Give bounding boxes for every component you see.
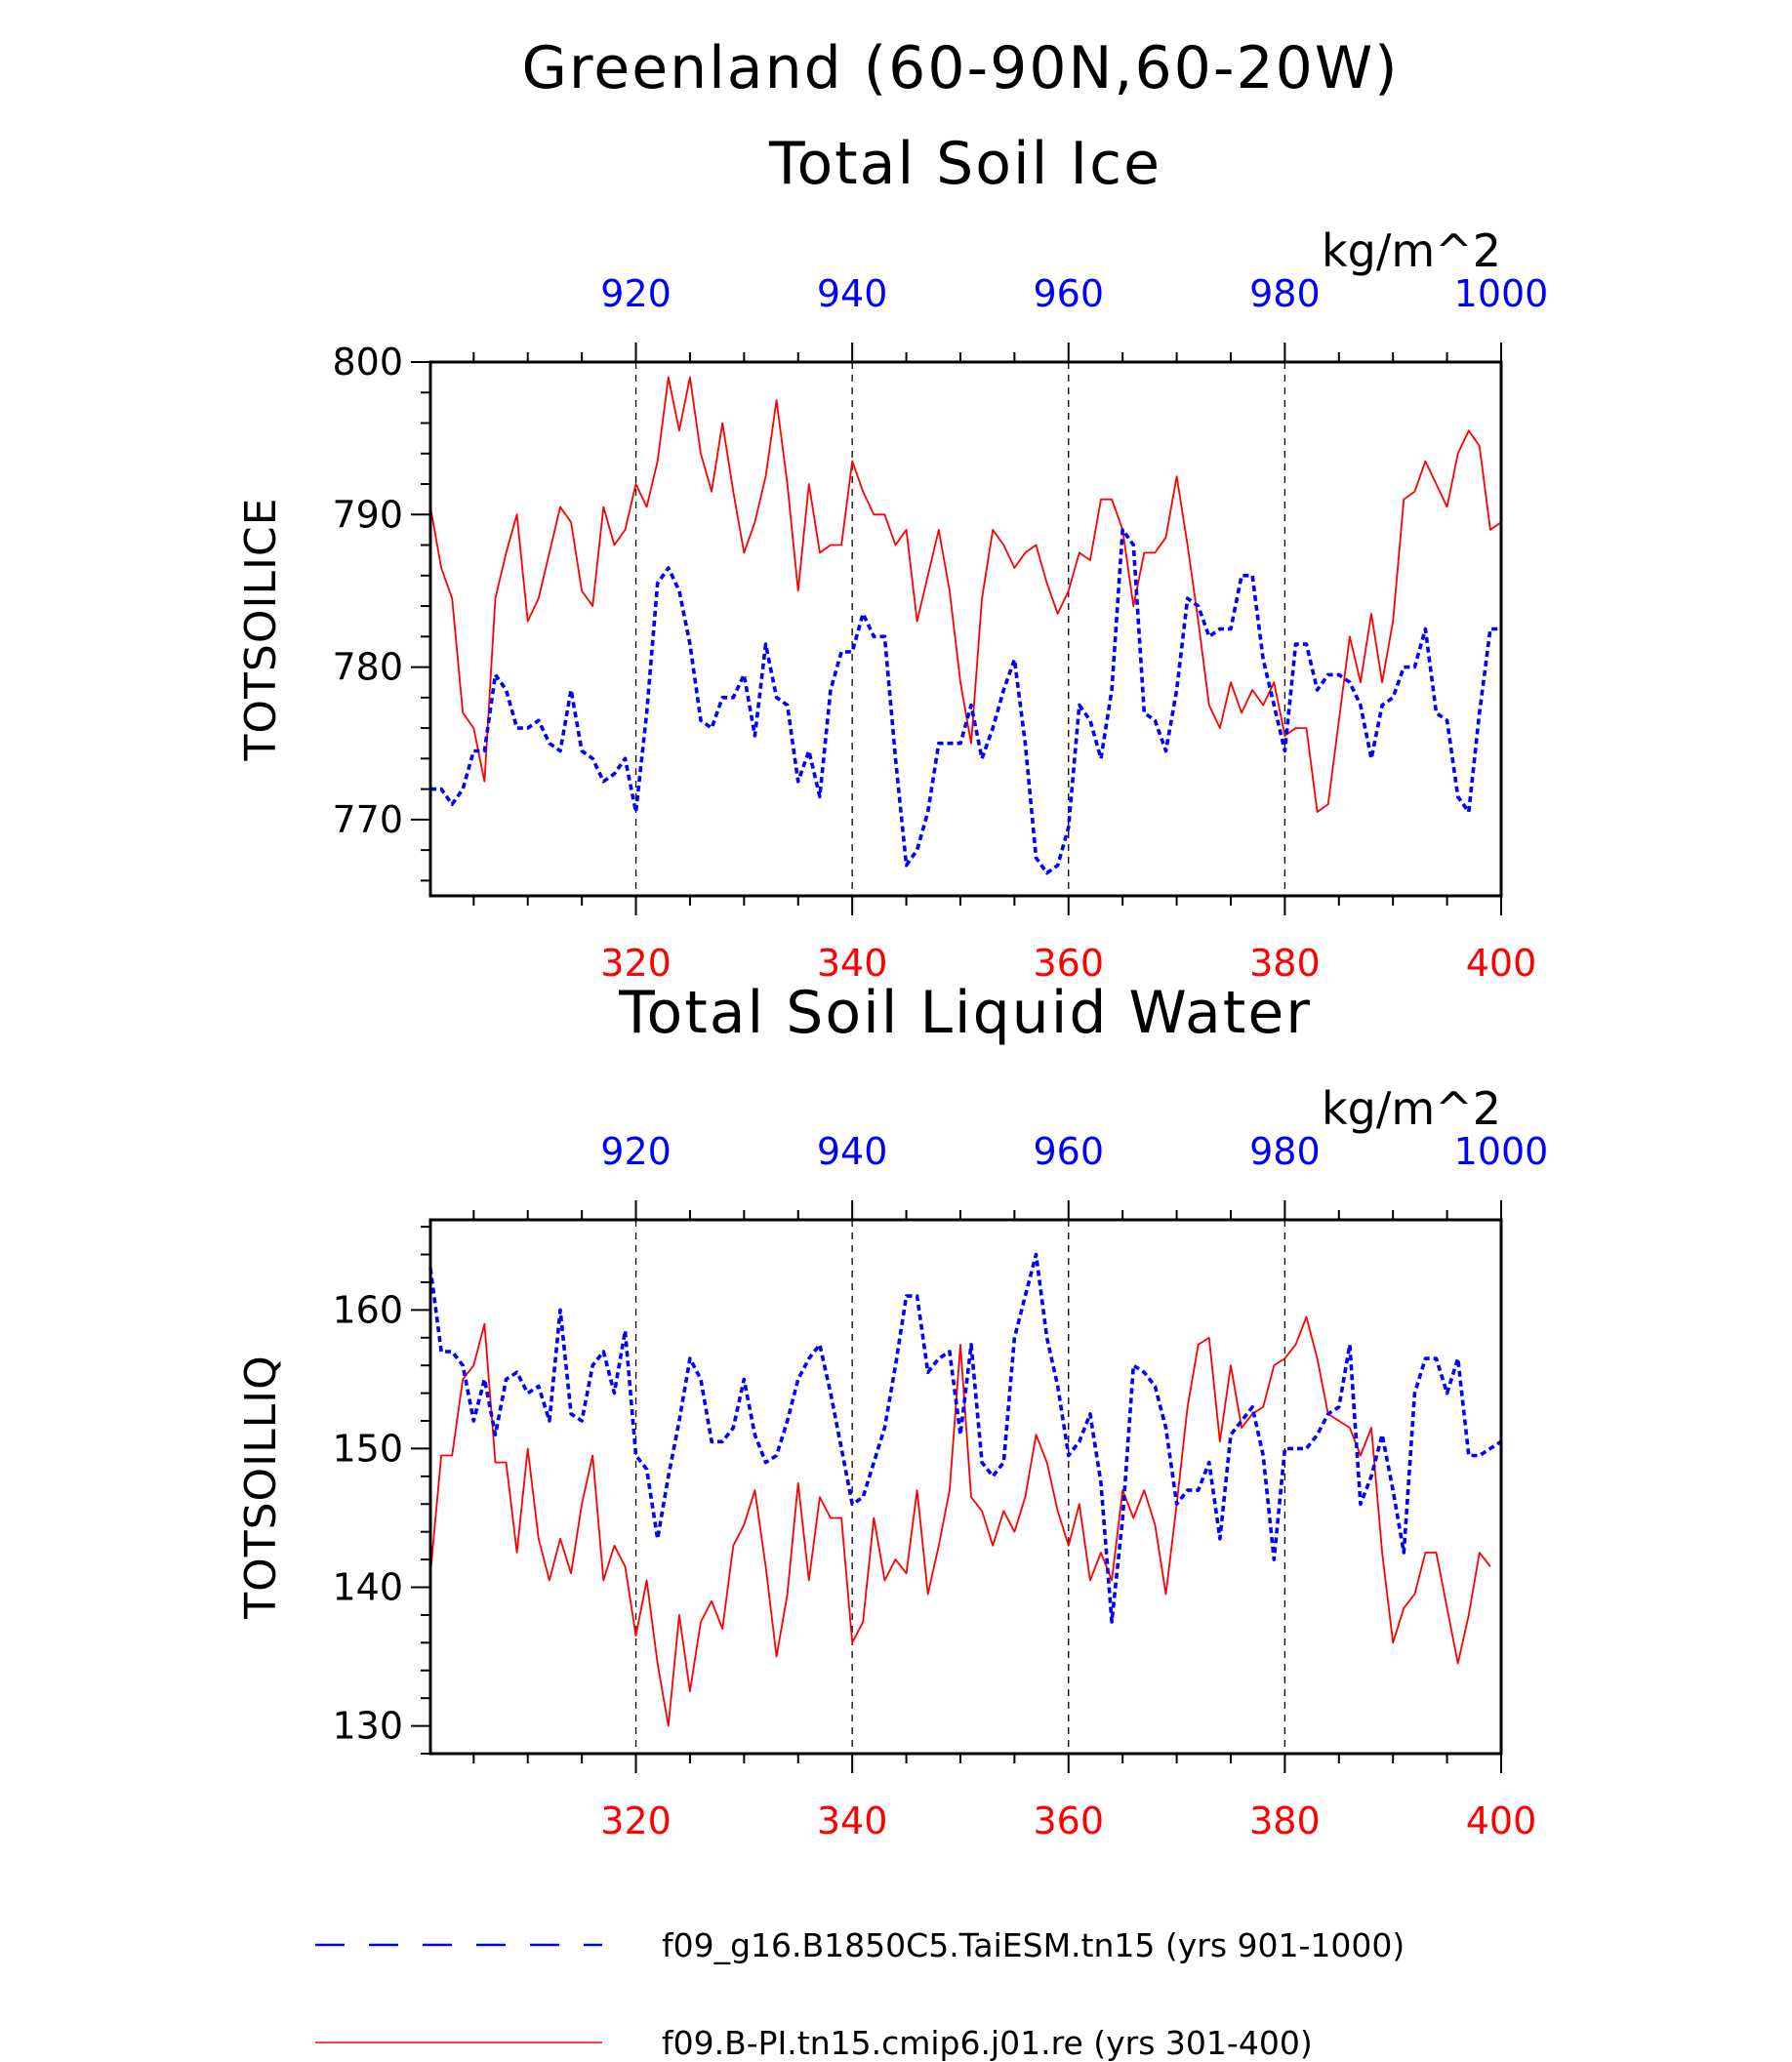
- x-top-tick-label: 980: [1249, 272, 1321, 315]
- panel-title: Total Soil Liquid Water: [618, 979, 1312, 1047]
- y-tick-label: 780: [332, 646, 403, 689]
- y-axis-label: TOTSOILICE: [236, 498, 286, 762]
- series-line-blue: [428, 1252, 1502, 1624]
- y-tick-label: 140: [332, 1566, 403, 1609]
- x-bottom-tick-label: 380: [1249, 942, 1321, 985]
- series-line-blue: [430, 528, 1501, 875]
- x-bottom-tick-label: 360: [1034, 942, 1105, 985]
- x-bottom-tick-label: 380: [1249, 1799, 1321, 1842]
- y-tick-label: 150: [332, 1427, 403, 1470]
- x-top-tick-label: 1000: [1454, 272, 1549, 315]
- legend: f09_g16.B1850C5.TaiESM.tn15 (yrs 901-100…: [315, 1926, 1405, 2062]
- units-label: kg/m^2: [1322, 1082, 1501, 1135]
- series-line-red: [429, 1315, 1491, 1727]
- plot-frame: [428, 360, 1503, 898]
- y-tick-label: 790: [332, 493, 403, 536]
- x-bottom-tick-label: 400: [1466, 1799, 1537, 1842]
- x-top-tick-label: 940: [817, 1130, 888, 1173]
- panel-title: Total Soil Ice: [768, 130, 1161, 198]
- x-bottom-tick-label: 400: [1466, 942, 1537, 985]
- x-bottom-tick-label: 340: [817, 1799, 888, 1842]
- x-top-tick-label: 1000: [1454, 1130, 1549, 1173]
- plot-frame: [428, 1218, 1503, 1756]
- x-top-tick-label: 980: [1249, 1130, 1321, 1173]
- y-tick-label: 770: [332, 798, 403, 841]
- legend-label: f09.B-PI.tn15.cmip6.j01.re (yrs 301-400): [662, 2024, 1313, 2062]
- x-top-tick-label: 920: [600, 1130, 672, 1173]
- x-top-tick-label: 960: [1034, 272, 1105, 315]
- y-tick-label: 800: [332, 341, 403, 384]
- x-bottom-tick-label: 340: [817, 942, 888, 985]
- chart-panel: Total Soil Ice 770 780 790 800 TOTSOILICE 320 3…: [236, 130, 1548, 985]
- main-title: Greenland (60-90N,60-20W): [521, 34, 1399, 102]
- x-top-tick-label: 940: [817, 272, 888, 315]
- units-label: kg/m^2: [1322, 224, 1501, 277]
- y-tick-label: 130: [332, 1705, 403, 1748]
- legend-label: f09_g16.B1850C5.TaiESM.tn15 (yrs 901-100…: [662, 1926, 1405, 1964]
- chart-panels: Total Soil Ice 770 780 790 800 TOTSOILICE 320 3…: [236, 130, 1548, 1842]
- x-top-tick-label: 960: [1034, 1130, 1105, 1173]
- chart-panel: Total Soil Liquid Water 130 140 150 160 TOTSO…: [236, 979, 1548, 1842]
- x-bottom-tick-label: 360: [1034, 1799, 1105, 1842]
- y-tick-label: 160: [332, 1288, 403, 1331]
- x-top-tick-label: 920: [600, 272, 672, 315]
- x-bottom-tick-label: 320: [600, 1799, 672, 1842]
- x-bottom-tick-label: 320: [600, 942, 672, 985]
- y-axis-label: TOTSOILLIQ: [236, 1354, 286, 1620]
- series-line-red: [429, 376, 1502, 813]
